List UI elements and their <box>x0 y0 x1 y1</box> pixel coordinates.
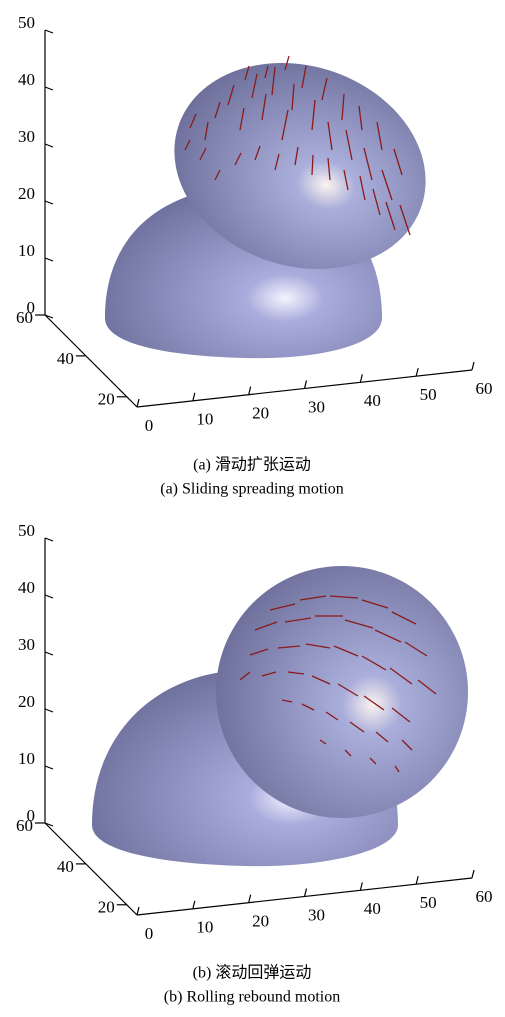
x-tick-label: 60 <box>476 379 493 398</box>
figure: 0 10 20 30 40 50 60 20 40 60 0 10 20 30 40 50 (a) 滑动扩张运动… <box>0 0 505 1017</box>
z-tick-label: 10 <box>18 241 35 260</box>
x-tick <box>249 895 251 903</box>
z-tick <box>45 144 53 147</box>
z-tick-label: 20 <box>18 692 35 711</box>
x-tick <box>305 381 307 389</box>
x-tick-label: 10 <box>196 410 213 429</box>
z-tick <box>45 30 53 33</box>
z-tick <box>45 652 53 655</box>
x-tick <box>360 374 362 382</box>
z-tick-label: 50 <box>18 521 35 540</box>
z-tick-label: 0 <box>27 806 36 825</box>
page: 0 10 20 30 40 50 60 20 40 60 0 10 20 30 40 50 (a) 滑动扩张运动… <box>0 0 505 1017</box>
x-tick-label: 20 <box>252 912 269 931</box>
x-tick-label: 20 <box>252 404 269 423</box>
x-tick-label: 0 <box>145 924 154 943</box>
x-tick <box>472 870 474 878</box>
x-tick <box>193 393 195 401</box>
panel-b-surface <box>92 566 468 866</box>
x-tick <box>416 368 418 376</box>
x-tick-label: 50 <box>420 385 437 404</box>
x-tick-label: 10 <box>196 918 213 937</box>
upper-droplet <box>216 566 468 818</box>
caption-zh: (a) 滑动扩张运动 <box>193 456 311 474</box>
x-tick <box>305 889 307 897</box>
z-tick <box>45 595 53 598</box>
x-tick <box>137 907 139 915</box>
z-tick <box>45 709 53 712</box>
x-tick-label: 40 <box>364 899 381 918</box>
z-tick-label: 0 <box>27 298 36 317</box>
z-tick <box>45 766 53 769</box>
caption-zh: (b) 滚动回弹运动 <box>193 964 312 982</box>
x-tick <box>360 882 362 890</box>
z-tick-label: 40 <box>18 578 35 597</box>
y-tick-label: 40 <box>57 857 74 876</box>
x-tick <box>193 901 195 909</box>
x-tick-label: 50 <box>420 893 437 912</box>
y-tick-label: 20 <box>98 390 115 409</box>
y-tick-label: 20 <box>98 898 115 917</box>
x-tick-label: 40 <box>364 391 381 410</box>
x-tick-label: 30 <box>308 905 325 924</box>
y-tick-label: 40 <box>57 349 74 368</box>
caption-en: (b) Rolling rebound motion <box>164 989 340 1006</box>
z-tick-label: 30 <box>18 635 35 654</box>
x-tick-label: 30 <box>308 397 325 416</box>
x-tick <box>472 362 474 370</box>
z-tick <box>45 87 53 90</box>
x-tick-label: 0 <box>145 416 154 435</box>
x-tick <box>416 876 418 884</box>
z-tick-label: 20 <box>18 184 35 203</box>
caption-en: (a) Sliding spreading motion <box>160 481 344 498</box>
x-tick-label: 60 <box>476 887 493 906</box>
x-tick <box>137 399 139 407</box>
x-tick <box>249 387 251 395</box>
z-tick <box>45 201 53 204</box>
z-tick-label: 50 <box>18 13 35 32</box>
panel-a-surface <box>105 31 453 358</box>
z-tick <box>45 258 53 261</box>
z-tick-label: 40 <box>18 70 35 89</box>
z-tick <box>45 538 53 541</box>
z-tick-label: 30 <box>18 127 35 146</box>
z-tick-label: 10 <box>18 749 35 768</box>
